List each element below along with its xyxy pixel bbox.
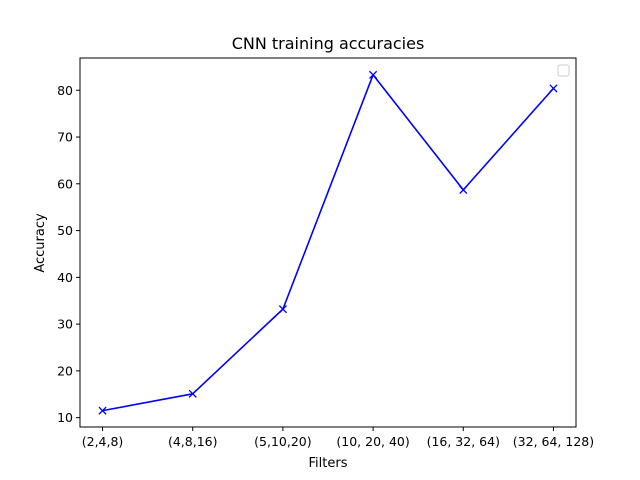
y-axis-label: Accuracy bbox=[33, 213, 48, 273]
y-tick-label: 80 bbox=[57, 83, 73, 98]
data-point-marker bbox=[188, 389, 197, 398]
data-point-marker bbox=[459, 185, 468, 194]
y-tick-label: 60 bbox=[57, 176, 73, 191]
x-tick-label: (10, 20, 40) bbox=[336, 434, 409, 449]
axes-frame bbox=[79, 57, 577, 428]
data-point-marker bbox=[549, 84, 558, 93]
y-tick-label: 10 bbox=[57, 410, 73, 425]
plot-area: 10 20 30 40 50 60 70 80 (2,4,8) (4,8,16) (5,10,20)… bbox=[57, 57, 594, 449]
y-tick-label: 30 bbox=[57, 317, 73, 332]
legend-box bbox=[557, 64, 570, 77]
y-tick-label: 50 bbox=[57, 223, 73, 238]
series-line bbox=[102, 74, 555, 412]
x-tick-label: (5,10,20) bbox=[254, 434, 311, 449]
x-tick-label: (16, 32, 64) bbox=[427, 434, 500, 449]
y-tick-label: 70 bbox=[57, 130, 73, 145]
data-point-marker bbox=[278, 305, 287, 314]
data-point-marker bbox=[369, 70, 378, 79]
legend bbox=[557, 64, 570, 77]
y-tick-label: 20 bbox=[57, 363, 73, 378]
chart-title: CNN training accuracies bbox=[232, 34, 425, 53]
x-axis-label: Filters bbox=[309, 456, 348, 471]
x-tick-label: (2,4,8) bbox=[82, 434, 124, 449]
y-tick-label: 40 bbox=[57, 270, 73, 285]
x-tick-label: (4,8,16) bbox=[168, 434, 218, 449]
x-tick-label: (32, 64, 128) bbox=[513, 434, 594, 449]
data-point-marker bbox=[98, 406, 107, 415]
